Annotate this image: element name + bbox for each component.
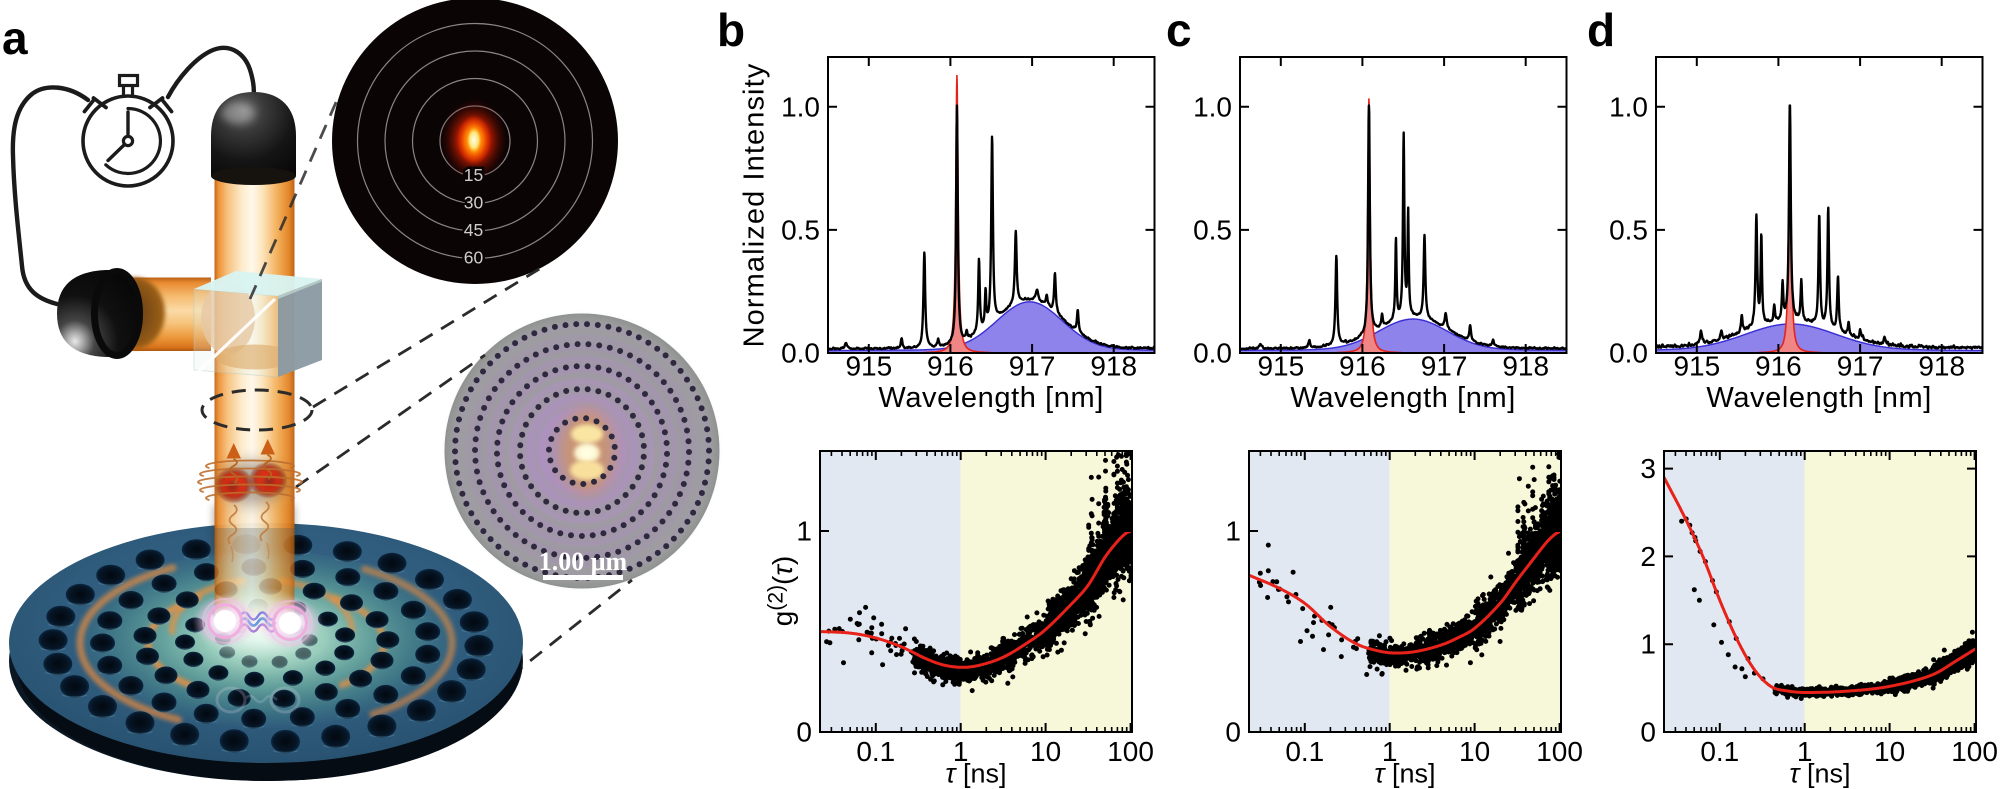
svg-text:60: 60 [464,248,484,268]
svg-text:0.5: 0.5 [781,214,820,245]
svg-text:τ [ns]: τ [ns] [945,759,1006,789]
svg-text:915: 915 [1673,351,1720,382]
svg-text:0.1: 0.1 [856,736,895,767]
svg-text:45: 45 [464,220,483,240]
svg-text:917: 917 [1837,351,1884,382]
svg-text:Wavelength [nm]: Wavelength [nm] [1706,382,1932,414]
svg-text:1.00 μm: 1.00 μm [539,547,628,576]
svg-text:c: c [1166,4,1192,56]
svg-text:917: 917 [1421,351,1468,382]
svg-text:1: 1 [953,736,969,767]
svg-text:1: 1 [1382,736,1398,767]
svg-text:916: 916 [927,351,974,382]
svg-text:0.1: 0.1 [1700,736,1739,767]
svg-text:1.0: 1.0 [1609,91,1648,122]
svg-text:0.0: 0.0 [781,338,820,369]
svg-text:1.0: 1.0 [1193,91,1232,122]
svg-text:918: 918 [1090,351,1137,382]
svg-text:0.1: 0.1 [1285,736,1324,767]
svg-text:916: 916 [1755,351,1802,382]
svg-text:b: b [717,4,745,56]
svg-text:g(2)(τ): g(2)(τ) [765,556,799,626]
svg-text:916: 916 [1339,351,1386,382]
svg-text:1: 1 [796,516,812,547]
svg-text:917: 917 [1009,351,1056,382]
svg-text:d: d [1587,4,1615,56]
svg-text:0.0: 0.0 [1609,338,1648,369]
svg-text:0: 0 [796,717,812,748]
svg-text:100: 100 [1107,736,1154,767]
svg-text:10: 10 [1030,736,1061,767]
svg-text:0.5: 0.5 [1193,214,1232,245]
svg-text:10: 10 [1459,736,1490,767]
svg-text:1: 1 [1640,629,1656,660]
svg-text:30: 30 [464,193,484,213]
svg-text:918: 918 [1918,351,1965,382]
svg-text:1: 1 [1225,516,1241,547]
svg-text:0: 0 [1225,717,1241,748]
svg-text:10: 10 [1874,736,1905,767]
svg-text:a: a [2,12,28,64]
svg-text:1: 1 [1797,736,1813,767]
svg-text:918: 918 [1502,351,1549,382]
svg-text:τ [ns]: τ [ns] [1789,759,1850,789]
svg-text:2: 2 [1640,541,1656,572]
svg-text:τ [ns]: τ [ns] [1374,759,1435,789]
svg-text:Wavelength [nm]: Wavelength [nm] [1290,382,1516,414]
svg-text:0.0: 0.0 [1193,338,1232,369]
svg-text:1.0: 1.0 [781,91,820,122]
svg-text:0.5: 0.5 [1609,214,1648,245]
svg-text:0: 0 [1640,717,1656,748]
svg-text:915: 915 [1257,351,1304,382]
svg-text:Wavelength [nm]: Wavelength [nm] [878,382,1104,414]
svg-text:100: 100 [1536,736,1583,767]
svg-text:100: 100 [1951,736,1998,767]
svg-text:Normalized Intensity: Normalized Intensity [739,63,771,348]
svg-text:15: 15 [464,165,483,185]
svg-text:915: 915 [845,351,892,382]
svg-text:3: 3 [1640,453,1656,484]
